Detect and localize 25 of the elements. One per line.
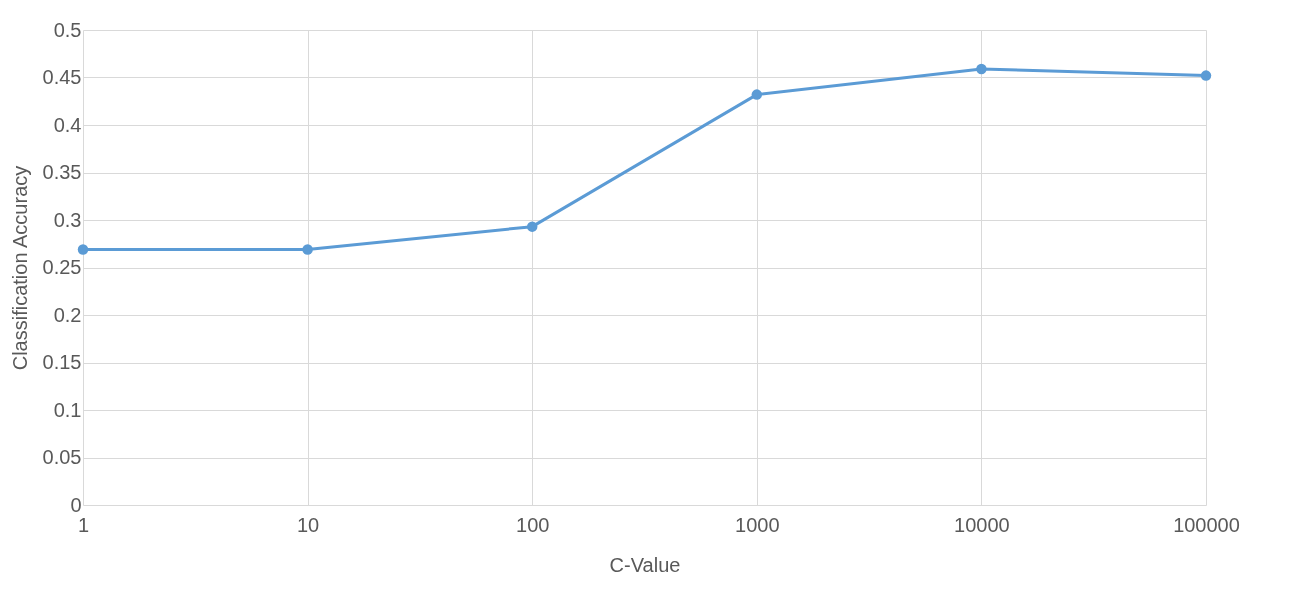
x-tick-label: 1	[77, 513, 90, 536]
x-tick-label: 1000	[735, 513, 780, 536]
y-tick-label: 0.35	[42, 161, 82, 183]
x-tick-label: 10000	[954, 513, 1010, 536]
point	[751, 89, 763, 100]
point	[77, 244, 89, 255]
y-tick-label: 0.25	[42, 256, 82, 278]
x-axis-title: C-Value	[609, 553, 681, 576]
y-tick-label: 0.5	[53, 18, 82, 41]
y-axis-title: Classification Accuracy	[8, 165, 31, 371]
point	[976, 63, 987, 75]
y-tick-label: 0.45	[42, 66, 82, 88]
y-tick-label: 0.05	[42, 446, 82, 468]
y-tick-label: 0.1	[53, 398, 82, 421]
y-tick-label: 0.15	[42, 351, 82, 373]
y-tick-label: 0.3	[53, 208, 82, 231]
y-tick-label: 0.4	[53, 113, 82, 136]
point	[526, 221, 538, 232]
y-tick-label: 0.2	[53, 303, 82, 326]
point	[1200, 70, 1212, 81]
x-tick-label: 100	[516, 513, 550, 536]
x-tick-label: 10	[296, 513, 320, 536]
y-tick-label: 0	[70, 493, 82, 516]
x-tick-label: 100000	[1173, 513, 1240, 536]
point	[302, 244, 313, 255]
